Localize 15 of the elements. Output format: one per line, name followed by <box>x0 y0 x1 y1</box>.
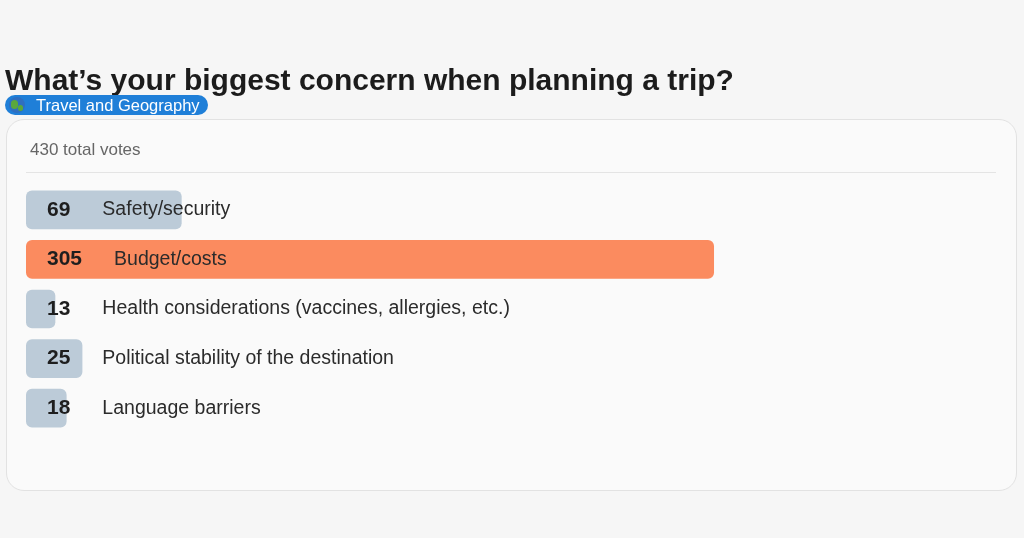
data-label: 25 <box>47 345 71 369</box>
bar <box>26 339 83 378</box>
y-tick-label: Political stability of the destination <box>102 345 394 368</box>
chart-subtitle: Travel and Geography <box>36 96 200 114</box>
y-tick-label: Budget/costs <box>114 246 228 269</box>
y-tick-label: Health considerations (vaccines, allergies, etc.) <box>102 296 510 319</box>
text: 430 total votes <box>30 140 141 160</box>
chart-title: What’s your biggest concern when planning a trip? <box>5 63 734 97</box>
bar <box>26 240 715 279</box>
data-label: 13 <box>47 295 71 319</box>
data-label: 305 <box>47 246 83 270</box>
data-label: 18 <box>47 395 71 418</box>
y-tick-label: Safety/security <box>102 197 231 220</box>
y-tick-label: Language barriers <box>102 395 261 418</box>
data-label: 69 <box>47 196 71 220</box>
